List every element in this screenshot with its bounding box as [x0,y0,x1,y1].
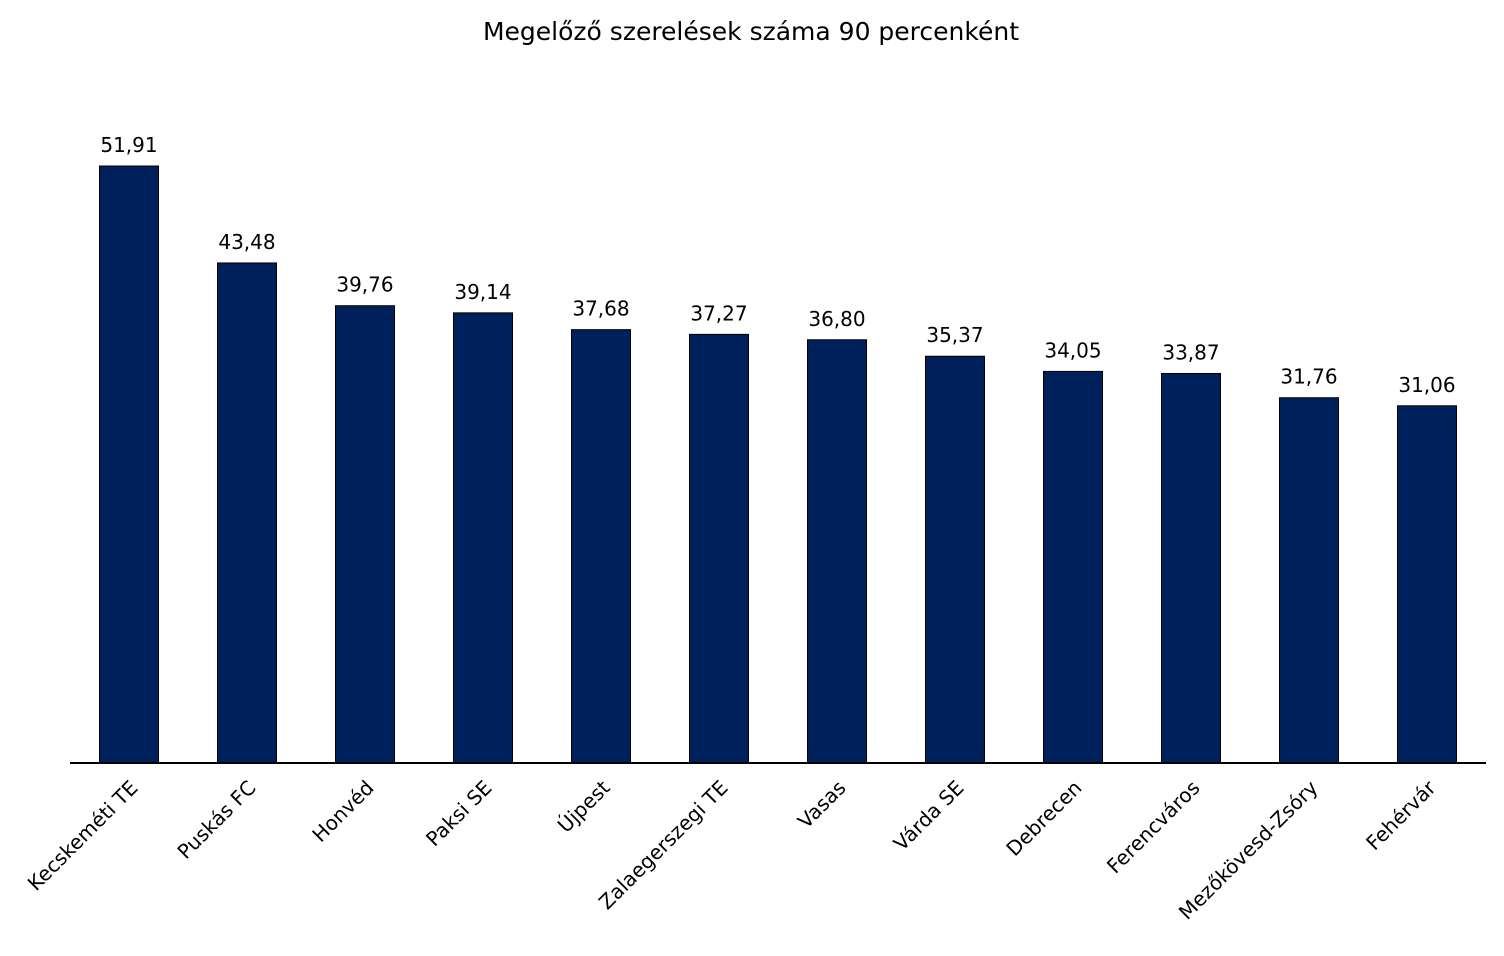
category-tick-label: Újpest [553,775,615,837]
category-tick-label: Puskás FC [172,776,260,864]
category-tick-label: Honvéd [307,776,378,847]
value-labels-group: 51,91 43,48 39,76 39,14 37,68 37,27 36,80 35,37… [100,133,1455,397]
bar [1043,370,1103,764]
bar [335,305,395,764]
bar [99,165,159,764]
bar-value-label: 43,48 [218,230,275,254]
bar-value-label: 51,91 [100,133,157,157]
bar-value-label: 34,05 [1044,338,1101,362]
category-labels-group: Kecskeméti TE Puskás FC Honvéd Paksi SE Újpe… [23,775,1441,924]
chart-title: Megelőző szerelések száma 90 percenként [483,17,1019,46]
bar-value-label: 33,87 [1162,340,1219,364]
bar [571,329,631,764]
category-tick-label: Zalaegerszegi TE [594,776,733,915]
bar-value-label: 35,37 [926,323,983,347]
bar [217,262,277,764]
bar-value-label: 39,76 [336,273,393,297]
bar [1397,405,1457,764]
bar-value-label: 31,76 [1280,365,1337,389]
bar [1279,397,1339,764]
bar-value-label: 31,06 [1398,373,1455,397]
bar-value-label: 37,27 [690,301,747,325]
bar-value-label: 36,80 [808,307,865,331]
bar-value-label: 37,68 [572,297,629,321]
category-tick-label: Fehérvár [1361,775,1441,855]
bar [1161,372,1221,764]
category-tick-label: Kecskeméti TE [23,776,143,896]
bars-group [99,165,1457,764]
category-tick-label: Vasas [793,776,851,834]
category-tick-label: Várda SE [889,776,969,856]
bar [807,339,867,764]
bar-value-label: 39,14 [454,280,511,304]
bar [925,355,985,764]
category-tick-label: Paksi SE [421,776,496,851]
category-tick-label: Ferencváros [1102,776,1205,879]
category-tick-label: Debrecen [1001,776,1086,861]
bar [453,312,513,764]
bar [689,333,749,764]
